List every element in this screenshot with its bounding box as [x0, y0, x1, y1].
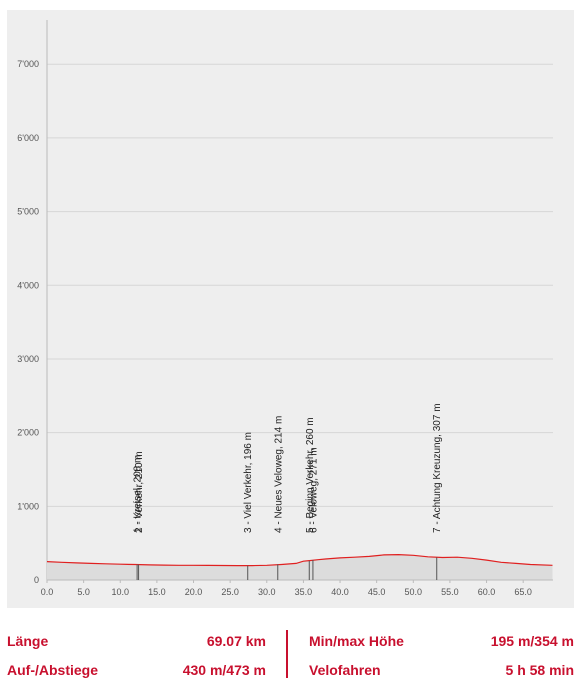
x-tick-label: 0.0 — [41, 587, 54, 597]
waypoint-label: 5 - Beginn Verkehr, 260 m — [305, 417, 316, 533]
ascent-label: Auf-/Abstiege — [7, 662, 98, 678]
x-tick-label: 25.0 — [221, 587, 239, 597]
stats-divider — [286, 630, 288, 678]
cycling-value: 5 h 58 min — [505, 662, 574, 678]
x-tick-label: 10.0 — [111, 587, 129, 597]
x-tick-label: 35.0 — [295, 587, 313, 597]
length-label: Länge — [7, 633, 49, 649]
elevation-line — [46, 553, 553, 567]
waypoint-label: 2 - Verkehr, 210 m — [134, 451, 145, 533]
y-tick-label: 3'000 — [17, 354, 39, 364]
x-tick-label: 65.0 — [514, 587, 532, 597]
x-tick-label: 60.0 — [478, 587, 496, 597]
waypoint-label: 7 - Achtung Kreuzung, 307 m — [432, 403, 443, 533]
x-tick-label: 5.0 — [77, 587, 90, 597]
x-tick-label: 55.0 — [441, 587, 459, 597]
x-tick-label: 15.0 — [148, 587, 166, 597]
y-tick-label: 5'000 — [17, 207, 39, 217]
waypoint-label: 1 - Kreisel, 208 m — [133, 455, 144, 533]
minmax-value: 195 m/354 m — [490, 633, 574, 649]
waypoint-label: 6 - Veloweg, 271 m — [308, 447, 319, 533]
cycling-label: Velofahren — [309, 662, 381, 678]
x-tick-label: 20.0 — [185, 587, 203, 597]
y-tick-label: 6'000 — [17, 133, 39, 143]
elevation-area — [47, 554, 553, 580]
waypoint-label: 4 - Neues Veloweg, 214 m — [273, 416, 284, 533]
length-value: 69.07 km — [206, 633, 266, 649]
x-tick-label: 30.0 — [258, 587, 276, 597]
y-tick-label: 4'000 — [17, 280, 39, 290]
x-tick-label: 50.0 — [405, 587, 423, 597]
y-tick-label: 1'000 — [17, 501, 39, 511]
waypoint-label: 3 - Viel Verkehr, 196 m — [243, 432, 254, 533]
y-tick-label: 0 — [34, 575, 39, 585]
x-tick-label: 45.0 — [368, 587, 386, 597]
elevation-profile-panel: 0 1'000 2'000 3'000 4'000 5'000 6'000 7'000 0.0 5… — [7, 10, 574, 608]
route-stats: Länge 69.07 km Auf-/Abstiege 430 m/473 m… — [0, 622, 584, 693]
minmax-label: Min/max Höhe — [309, 633, 404, 649]
elevation-chart[interactable]: 0 1'000 2'000 3'000 4'000 5'000 6'000 7'000 0.0 5… — [7, 10, 574, 608]
ascent-value: 430 m/473 m — [182, 662, 266, 678]
x-tick-label: 40.0 — [331, 587, 349, 597]
y-tick-label: 7'000 — [17, 59, 39, 69]
y-tick-label: 2'000 — [17, 428, 39, 438]
